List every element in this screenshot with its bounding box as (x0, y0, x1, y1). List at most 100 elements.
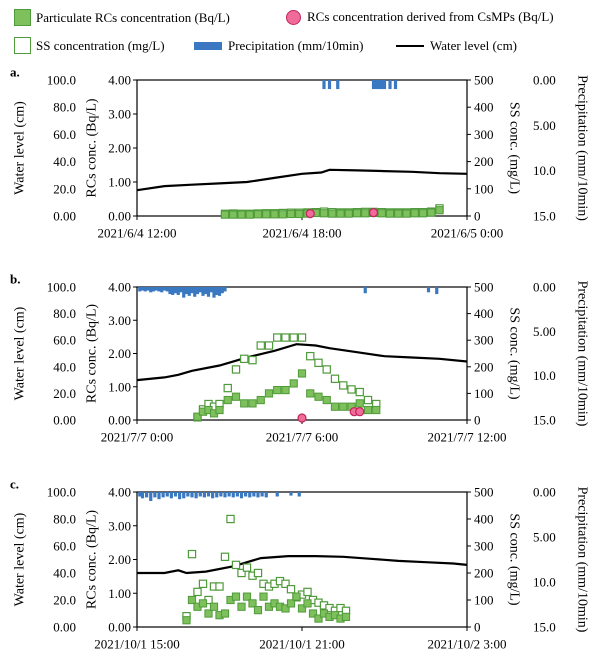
precip-bar (168, 287, 172, 295)
particulate-point (281, 604, 290, 613)
precip-bar (215, 492, 219, 498)
particulate-point (209, 602, 219, 611)
ss-point (355, 387, 364, 397)
ss-tick-label: 400 (474, 512, 494, 527)
ss-tick-label: 500 (474, 280, 494, 295)
precip-bar (165, 492, 169, 497)
particulate-point (204, 609, 213, 618)
precip-bar (146, 287, 150, 291)
x-tick-label: 2021/7/7 12:00 (427, 430, 506, 445)
rcs-tick-label: 1.00 (108, 379, 131, 394)
water-tick-label: 0.00 (53, 620, 76, 635)
precip-bar (336, 80, 340, 90)
legend-csmp-swatch (286, 9, 301, 25)
particulate-point (314, 392, 323, 401)
ss-point (347, 385, 356, 394)
rcs-tick-label: 0.00 (108, 413, 131, 428)
particulate-point (372, 405, 381, 415)
precip-bar (178, 492, 182, 500)
plot-frame (136, 79, 468, 217)
x-tick-label: 2021/10/2 3:00 (427, 637, 506, 652)
precip-bar (161, 492, 165, 498)
ss-tick-label: 0 (474, 620, 481, 635)
particulate-point (314, 614, 323, 623)
ss-tick-label: 500 (474, 485, 494, 500)
precip-bar (374, 80, 378, 90)
precip-bar (160, 287, 164, 293)
ss-point (339, 381, 348, 390)
particulate-point (281, 385, 290, 395)
particulate-point (303, 599, 312, 608)
ss-point (322, 365, 331, 374)
legend-precip-label: Precipitation (mm/10min) (228, 38, 364, 53)
water-tick-label: 60.0 (53, 539, 76, 554)
ss-tick-label: 500 (474, 73, 494, 88)
particulate-point (220, 609, 230, 618)
water-level-line (136, 343, 468, 382)
precip-bar (143, 287, 147, 292)
particulate-point (295, 209, 304, 219)
particulate-point (270, 210, 279, 219)
precip-tick-label: 15.0 (533, 209, 556, 224)
precip-tick-label: 15.0 (533, 413, 556, 428)
particulate-point (336, 209, 345, 218)
particulate-point (187, 595, 197, 605)
ss-point (264, 341, 274, 350)
precip-tick-label: 5.00 (533, 118, 556, 133)
ss-axis-title: SS conc. (mg/L) (507, 513, 522, 605)
precip-bar (195, 287, 200, 295)
panel-2: b. 100.0 80.0 60.0 40.0 20.0 0.00 4.00 3.00 2.00 1… (10, 272, 590, 445)
precip-bar (151, 287, 156, 292)
precip-bar (165, 287, 169, 292)
precip-bar (169, 492, 173, 499)
particulate-point (231, 592, 241, 601)
precip-bar (393, 80, 398, 90)
precip-bar (244, 492, 248, 497)
ss-point (303, 587, 312, 597)
precip-bar (194, 492, 198, 499)
ss-tick-label: 400 (474, 100, 494, 115)
precip-bar (182, 287, 186, 298)
precip-bar (184, 287, 189, 295)
rcs-tick-label: 2.00 (108, 141, 131, 156)
ss-tick-label: 300 (474, 539, 494, 554)
precip-bar (275, 492, 279, 497)
water-axis-title: Water level (cm) (13, 101, 28, 195)
precip-tick-label: 5.00 (533, 324, 556, 339)
panel-label: b. (10, 272, 20, 287)
rcs-tick-label: 4.00 (108, 485, 131, 500)
ss-point (306, 351, 315, 361)
rcs-axis-title: RCs conc. (Bq/L) (85, 98, 100, 197)
panel-label: c. (10, 477, 19, 492)
rcs-tick-label: 1.00 (108, 586, 131, 601)
ss-tick-label: 400 (474, 306, 494, 321)
ss-point (330, 374, 340, 383)
legend-ss-swatch (14, 37, 31, 54)
particulate-point (262, 210, 271, 219)
rcs-tick-label: 3.00 (108, 518, 131, 533)
particulate-point (253, 606, 263, 615)
panel-3: c. 100.0 80.0 60.0 40.0 20.0 0.00 4.00 3.00 2.00 1… (10, 477, 590, 652)
legend: Particulate RCs concentration (Bq/L) RCs… (0, 0, 600, 62)
precip-bar (223, 287, 227, 292)
particulate-point (278, 210, 287, 219)
rcs-tick-label: 4.00 (108, 73, 131, 88)
ss-point (242, 563, 252, 572)
legend-precip-swatch (194, 42, 222, 50)
precip-tick-label: 5.00 (533, 530, 556, 545)
particulate-point (410, 209, 419, 218)
precip-bar (327, 80, 332, 90)
particulate-point (215, 405, 224, 415)
panel-1: a. 100.0 80.0 60.0 40.0 20.0 0.00 4.00 3.00 2.00 1… (10, 65, 590, 241)
x-tick-label: 2021/7/7 0:00 (101, 430, 174, 445)
rcs-axis-title: RCs conc. (Bq/L) (85, 304, 100, 403)
x-tick-label: 2021/10/1 15:00 (94, 637, 180, 652)
precip-bar (322, 80, 326, 90)
rcs-tick-label: 1.00 (108, 175, 131, 190)
precip-bar (201, 287, 205, 296)
particulate-point (240, 399, 249, 408)
precip-bar (388, 80, 392, 90)
ss-tick-label: 100 (474, 593, 494, 608)
water-axis-title: Water level (cm) (13, 306, 28, 400)
water-tick-label: 0.00 (53, 209, 76, 224)
